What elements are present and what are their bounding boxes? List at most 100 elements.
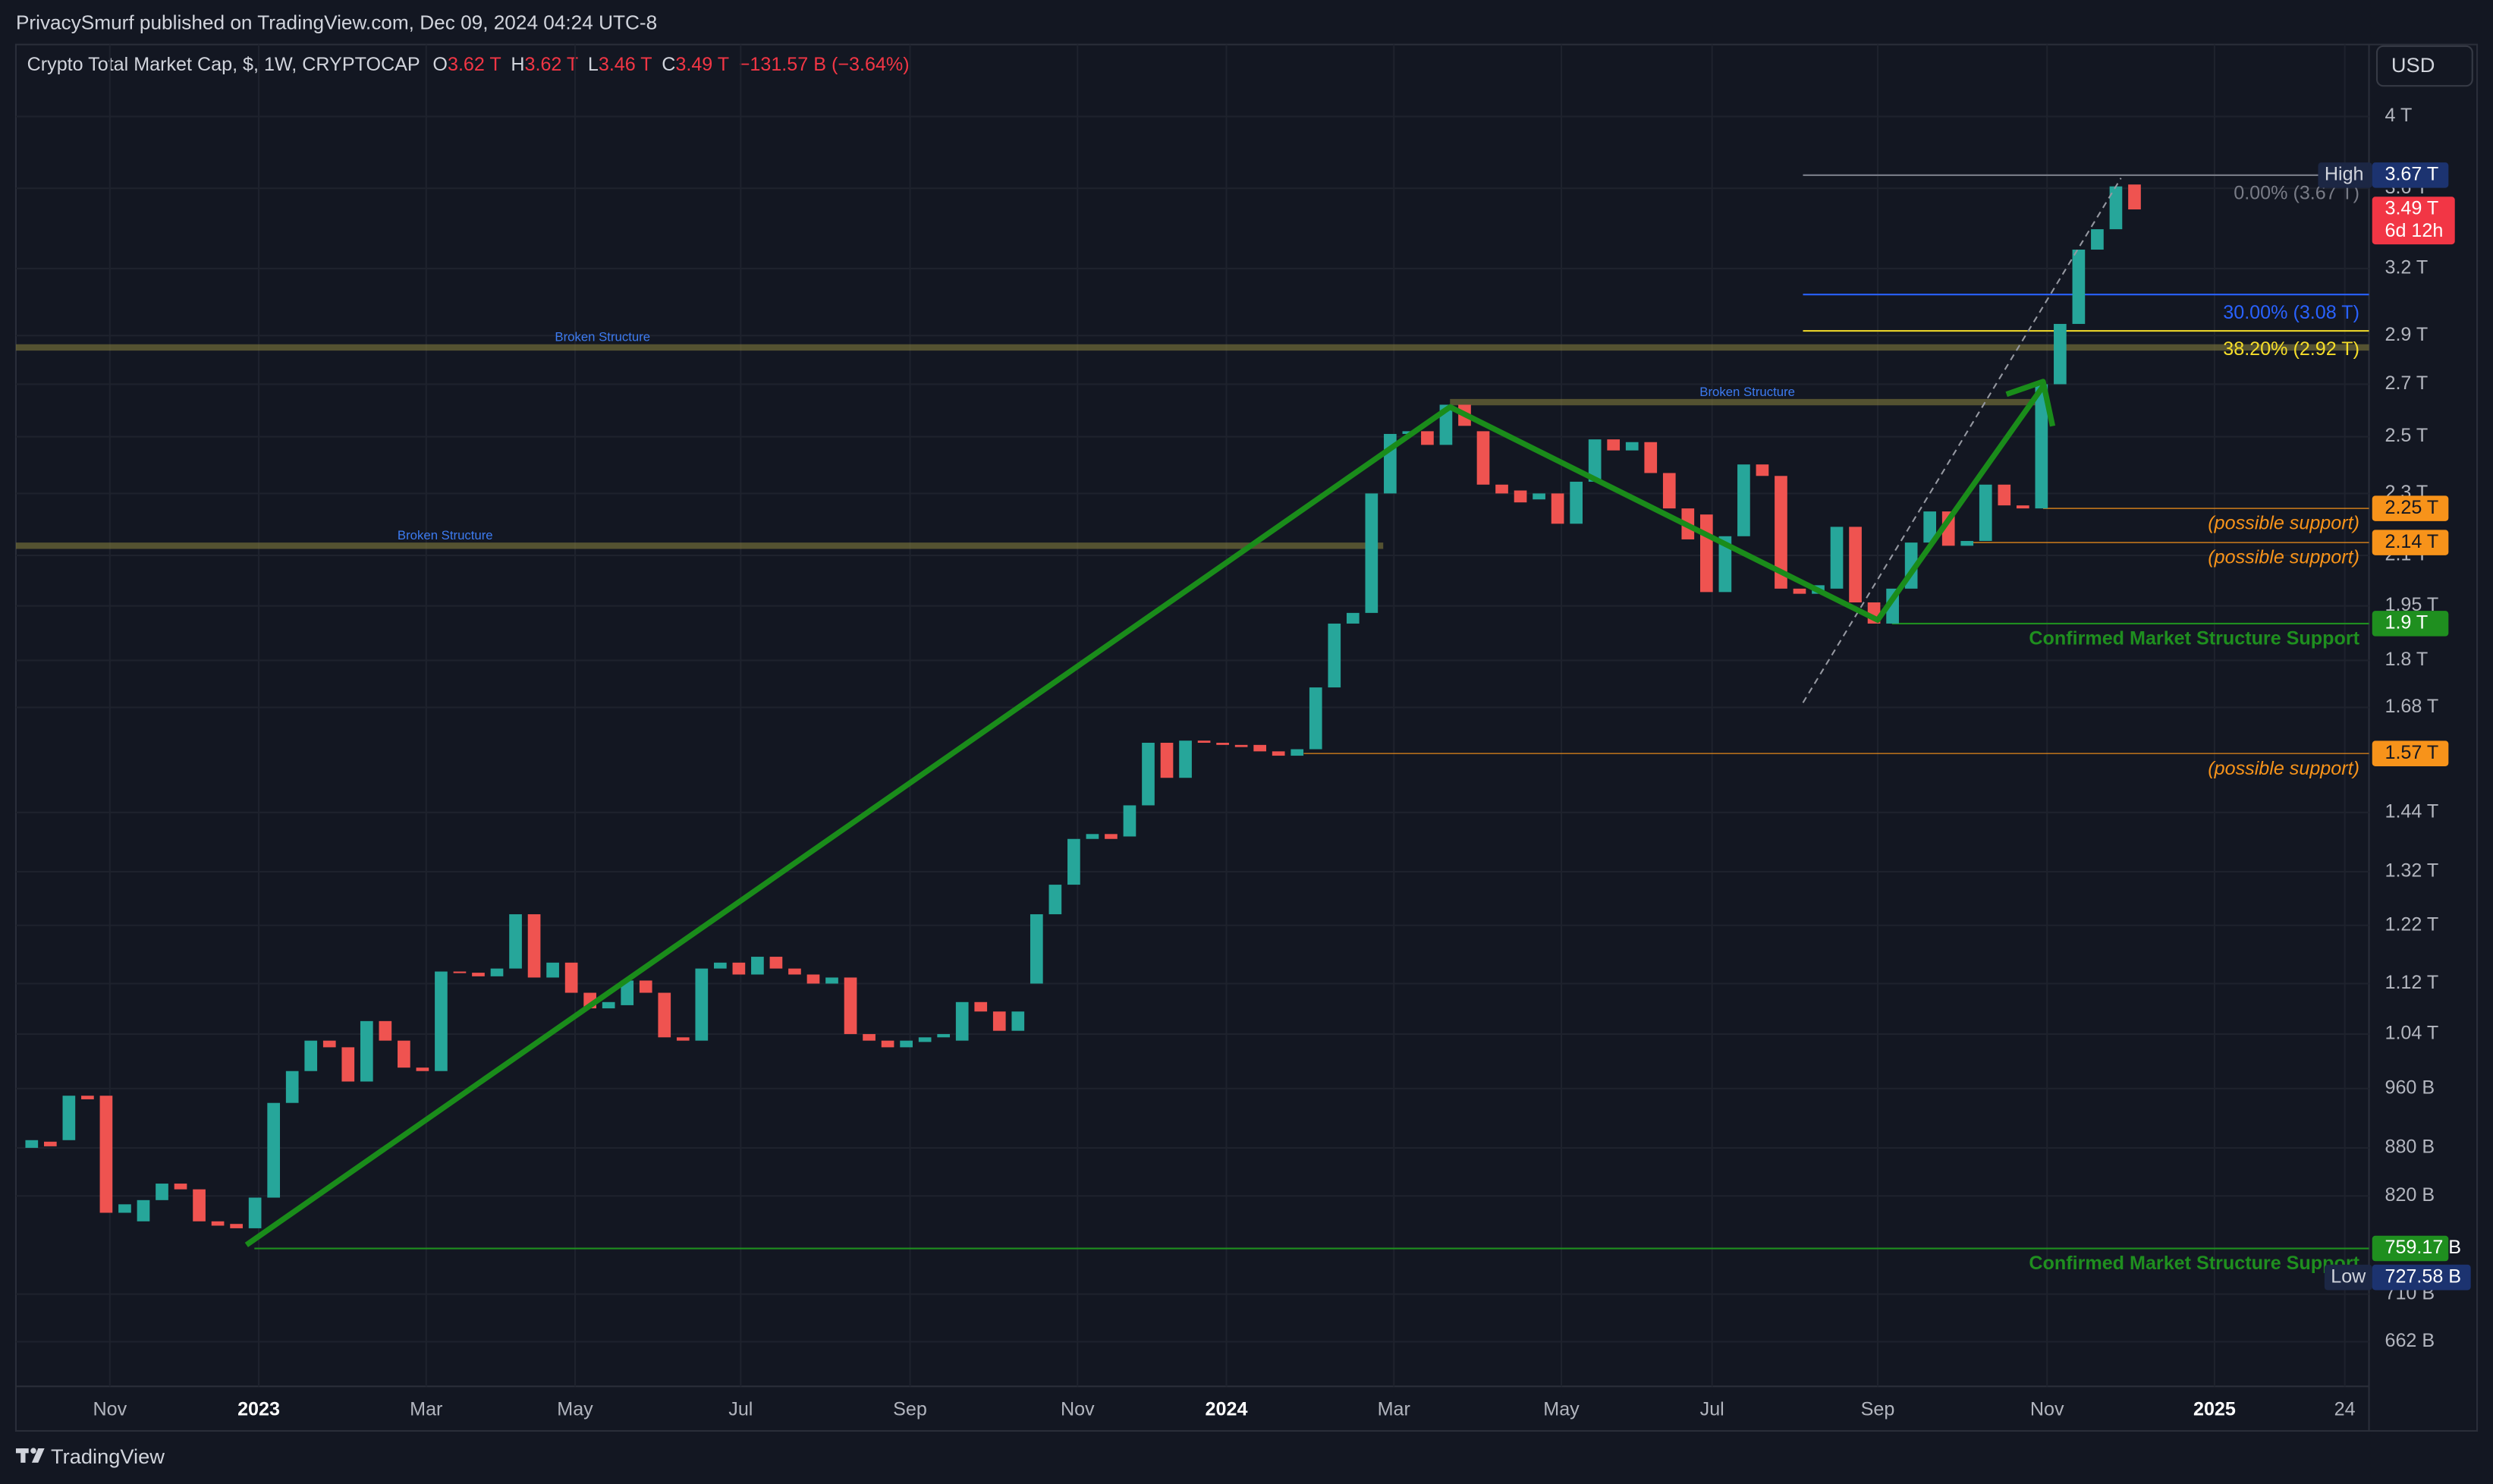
candle-body bbox=[1551, 493, 1564, 524]
price-tag bbox=[2372, 1264, 2471, 1291]
candle-body bbox=[1495, 484, 1508, 494]
candle-body bbox=[2035, 384, 2048, 509]
candle-body bbox=[1067, 838, 1080, 885]
candle-body bbox=[714, 962, 727, 969]
y-tick-label: 1.22 T bbox=[2385, 913, 2438, 935]
ohlc-value: 3.46 T bbox=[599, 54, 652, 75]
price-tag bbox=[2372, 740, 2449, 766]
last-price-label: 3.49 T bbox=[2385, 198, 2438, 219]
candle-body bbox=[1365, 493, 1379, 613]
candle-body bbox=[1179, 740, 1192, 778]
candle-body bbox=[137, 1199, 150, 1221]
x-tick-label: Nov bbox=[2030, 1398, 2064, 1420]
price-tag bbox=[2372, 530, 2449, 555]
candle-body bbox=[2091, 229, 2104, 250]
candle-body bbox=[62, 1096, 76, 1140]
y-tick-label: 1.44 T bbox=[2385, 800, 2438, 822]
price-tag bbox=[2372, 1235, 2449, 1262]
candle-body bbox=[639, 980, 652, 993]
ohlc-value: 3.62 T bbox=[525, 54, 579, 75]
structure-label: Broken Structure bbox=[1699, 385, 1795, 399]
candle-body bbox=[1514, 490, 1527, 503]
ohlc-label: O bbox=[432, 54, 448, 75]
candle-body bbox=[341, 1047, 355, 1082]
candle-body bbox=[2128, 184, 2141, 210]
price-tag-label: 3.67 T bbox=[2385, 164, 2438, 185]
candle-body bbox=[658, 992, 671, 1038]
candle-body bbox=[43, 1141, 57, 1146]
change: −131.57 B (−3.64%) bbox=[739, 54, 910, 75]
x-tick-label: Sep bbox=[893, 1398, 927, 1420]
x-tick-label: 2025 bbox=[2193, 1398, 2236, 1420]
currency-button[interactable] bbox=[2375, 45, 2473, 87]
candle-body bbox=[267, 1102, 281, 1198]
y-tick-label: 1.8 T bbox=[2385, 649, 2428, 670]
support-note: (possible support) bbox=[2208, 758, 2359, 779]
grid bbox=[15, 44, 2369, 1387]
candle-body bbox=[1607, 439, 1621, 451]
price-tag-label: 1.57 T bbox=[2385, 742, 2438, 763]
candle-body bbox=[416, 1067, 429, 1071]
candle-body bbox=[230, 1224, 243, 1228]
ohlc-label: H bbox=[511, 54, 524, 75]
price-tag-label: 1.9 T bbox=[2385, 612, 2428, 634]
candle-body bbox=[825, 977, 838, 984]
y-tick-label: 880 B bbox=[2385, 1137, 2435, 1158]
candle-body bbox=[1011, 1011, 1025, 1031]
candle-body bbox=[1533, 493, 1545, 500]
candle-body bbox=[1253, 744, 1267, 752]
candle-body bbox=[1718, 536, 1732, 593]
candle-body bbox=[398, 1040, 410, 1068]
x-tick-label: Jul bbox=[1700, 1398, 1724, 1420]
candle-body bbox=[1086, 834, 1099, 839]
candle-body bbox=[695, 968, 709, 1041]
x-tick-label: Jul bbox=[728, 1398, 753, 1420]
candle-body bbox=[1793, 588, 1806, 594]
candle-body bbox=[881, 1040, 894, 1048]
candle-body bbox=[81, 1096, 94, 1099]
candle-body bbox=[509, 914, 522, 969]
candle-body bbox=[248, 1197, 262, 1228]
candle-body bbox=[193, 1189, 206, 1221]
candle-body bbox=[211, 1221, 225, 1226]
candle-body bbox=[1421, 431, 1434, 445]
fib-label: 38.20% (2.92 T) bbox=[2223, 338, 2359, 360]
structure-arrow bbox=[244, 385, 2045, 1247]
x-tick-label: 2023 bbox=[237, 1398, 280, 1420]
candle-body bbox=[918, 1037, 932, 1042]
candle-body bbox=[453, 971, 467, 973]
candle-body bbox=[322, 1040, 336, 1048]
support-note: Confirmed Market Structure Support bbox=[2029, 1253, 2359, 1274]
x-tick-label: Mar bbox=[410, 1398, 442, 1420]
candle-body bbox=[1476, 431, 1490, 485]
y-tick-label: 1.32 T bbox=[2385, 860, 2438, 882]
x-tick-label: 24 bbox=[2334, 1398, 2356, 1420]
low-badge bbox=[2324, 1264, 2372, 1291]
price-tag-label: 2.14 T bbox=[2385, 531, 2438, 552]
candle-body bbox=[1923, 511, 1937, 543]
drawings bbox=[244, 178, 2122, 1247]
candle-body bbox=[99, 1096, 113, 1213]
candle-body bbox=[937, 1033, 951, 1038]
candle-body bbox=[788, 968, 801, 975]
y-tick-label: 4 T bbox=[2385, 105, 2412, 126]
candle-body bbox=[285, 1071, 299, 1103]
high-badge-label: High bbox=[2325, 164, 2364, 185]
candle-body bbox=[2109, 186, 2123, 230]
candle-body bbox=[751, 957, 764, 975]
overlays: Broken Structure Broken Structure Broken S… bbox=[15, 174, 2369, 1274]
x-tick-label: Nov bbox=[93, 1398, 127, 1420]
candle-body bbox=[992, 1011, 1006, 1031]
candle-body bbox=[174, 1184, 187, 1190]
support-note: Confirmed Market Structure Support bbox=[2029, 628, 2359, 649]
publisher: PrivacySmurf published on TradingView.co… bbox=[16, 11, 657, 33]
y-tick-label: 1.68 T bbox=[2385, 696, 2438, 717]
candle-body bbox=[1142, 743, 1155, 806]
candle-body bbox=[1775, 476, 1787, 589]
candle-body bbox=[118, 1204, 131, 1213]
fib-trend bbox=[1802, 178, 2122, 703]
candle-body bbox=[1160, 743, 1174, 778]
candle-body bbox=[769, 957, 783, 969]
frame bbox=[14, 43, 2479, 1432]
